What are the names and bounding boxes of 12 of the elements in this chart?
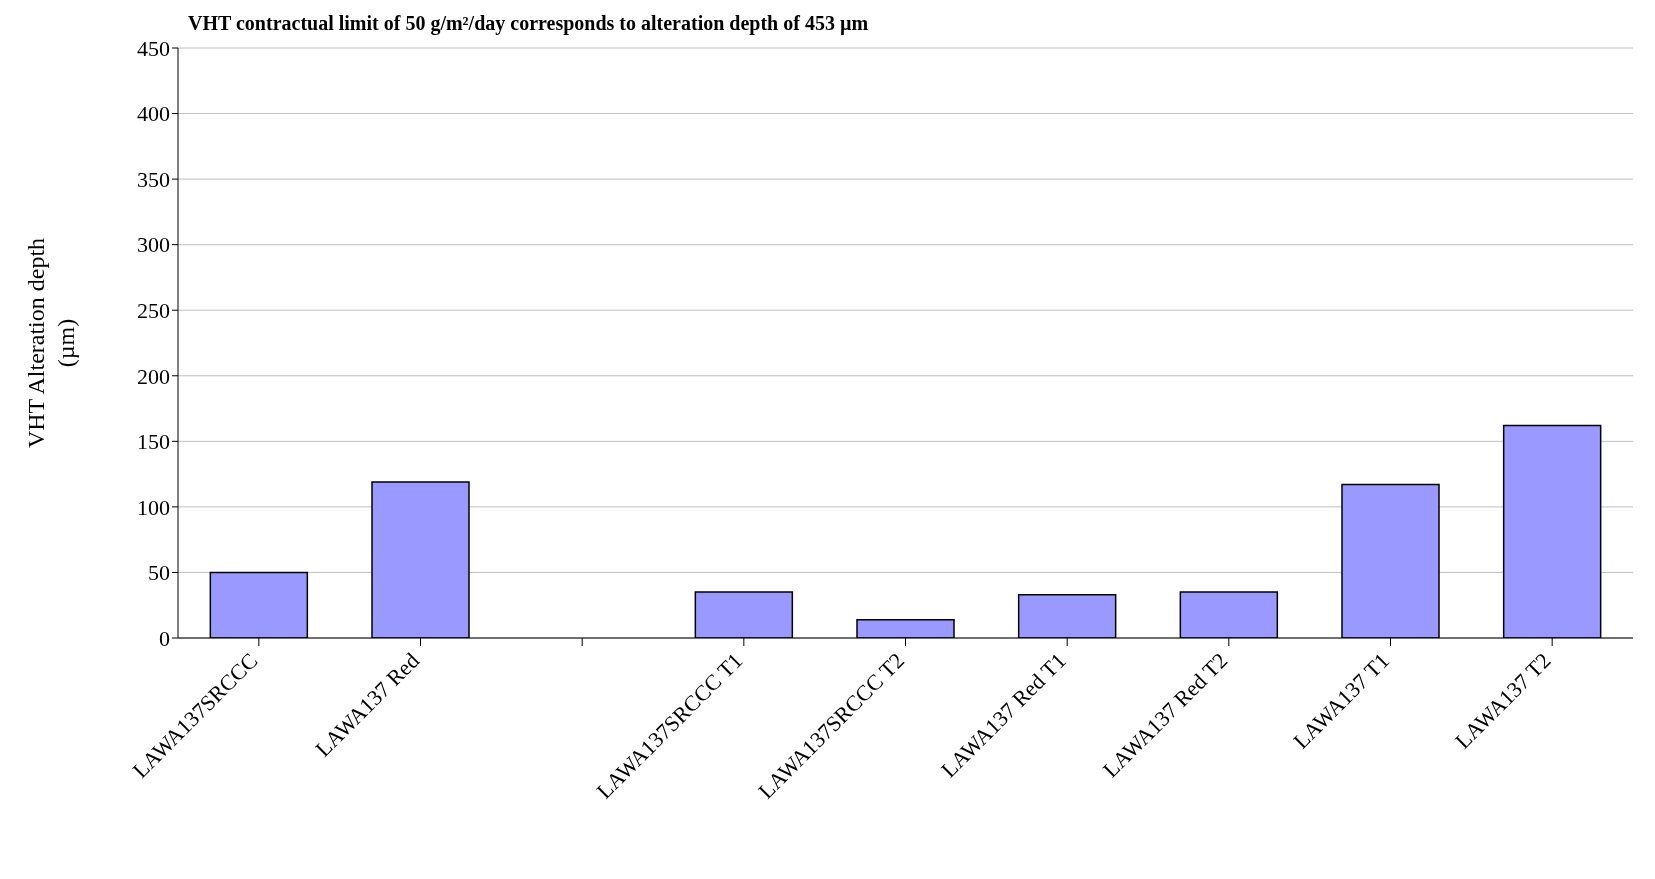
y-tick-label: 100 bbox=[137, 494, 170, 520]
chart-title: VHT contractual limit of 50 g/m²/day corresponds to alteration depth of 453 µm bbox=[188, 11, 870, 37]
y-tick-label: 450 bbox=[137, 35, 170, 61]
y-tick-label: 50 bbox=[148, 560, 170, 586]
y-tick-label: 300 bbox=[137, 232, 170, 258]
y-tick-label: 400 bbox=[137, 101, 170, 127]
y-tick-label: 250 bbox=[137, 298, 170, 324]
y-tick-label: 150 bbox=[137, 429, 170, 455]
y-tick-label: 0 bbox=[159, 625, 170, 651]
y-tick-label: 200 bbox=[137, 363, 170, 389]
y-axis-title: VHT Alteration depth (µm) bbox=[23, 237, 79, 449]
y-tick-label: 350 bbox=[137, 166, 170, 192]
